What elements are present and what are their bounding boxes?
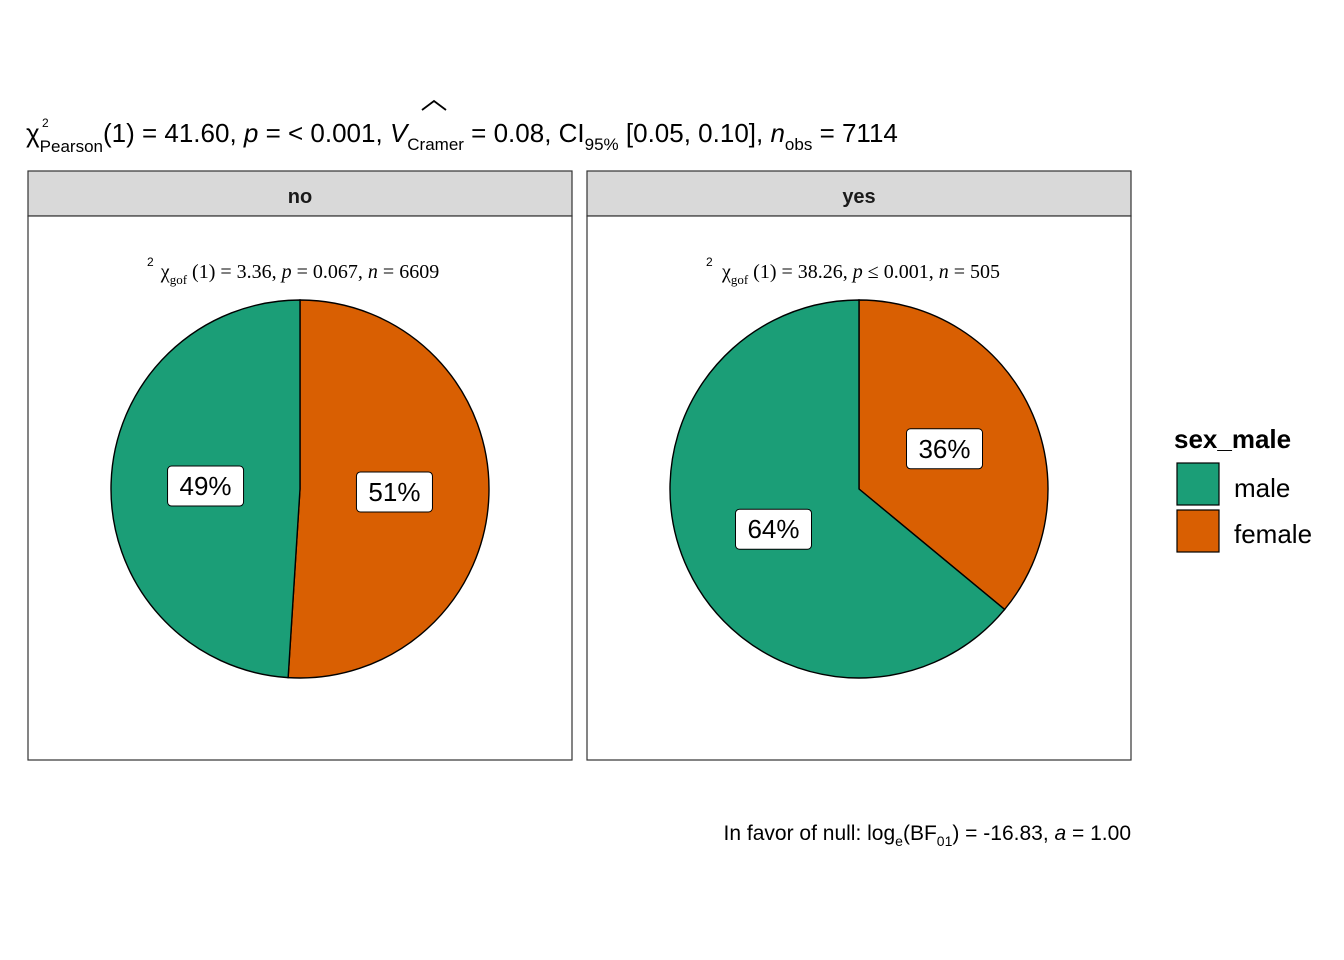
sub-no-p: p <box>280 261 292 283</box>
pie-no: 51% 49% <box>110 299 490 679</box>
sub-yes-n: n <box>939 261 949 283</box>
sub-yes-sup: 2 <box>706 255 713 269</box>
title-chi-sup: 2 <box>42 116 49 130</box>
sub-yes-rest3: = 505 <box>949 261 1000 283</box>
caption-bf: (BF <box>903 822 937 845</box>
caption-prefix: In favor of null: log <box>724 822 896 845</box>
title-v-sub: Cramer <box>407 135 464 154</box>
pie-label-no-male: 49% <box>180 471 232 501</box>
sub-no-sup: 2 <box>147 255 154 269</box>
title-ci-text: [0.05, 0.10], <box>619 118 771 148</box>
sub-no-n: n <box>368 261 378 283</box>
legend-swatch-female <box>1176 509 1220 553</box>
legend-label-male: male <box>1234 473 1290 503</box>
sub-no-gof: gof <box>170 272 188 287</box>
pie-label-yes-male: 64% <box>747 514 799 544</box>
title-v-text: = 0.08, CI <box>464 118 585 148</box>
title-n-sub: obs <box>785 135 812 154</box>
pie-label-box-no-male <box>167 465 245 507</box>
sub-no-rest1: (1) = 3.36, <box>187 261 282 283</box>
sub-no-chi: χ <box>160 261 170 283</box>
subtitle-yes: χgof (1) = 38.26, p ≤ 0.001, n = 505 <box>721 261 1000 287</box>
legend-swatch-male <box>1176 462 1220 506</box>
title-n: n <box>770 118 784 148</box>
sub-yes-rest1: (1) = 38.26, <box>748 261 853 283</box>
pie-label-box-no-female <box>355 471 433 513</box>
caption-a: a <box>1055 822 1067 845</box>
title-chi: χ <box>26 118 40 148</box>
sub-yes-p: p <box>851 261 863 283</box>
sub-yes-rest2: ≤ 0.001, <box>863 261 939 283</box>
sub-yes-gof: gof <box>731 272 749 287</box>
chart-title: χPearson(1) = 41.60, p = < 0.001, VCrame… <box>26 99 898 156</box>
caption-mid: ) = -16.83, <box>952 822 1054 845</box>
title-df: (1) = 41.60, <box>103 118 244 148</box>
strip-label-yes: yes <box>842 186 875 208</box>
caption-end: = 1.00 <box>1066 822 1131 845</box>
title-n-text: = 7114 <box>812 118 898 148</box>
pie-label-box-yes-male <box>734 508 812 550</box>
caption: In favor of null: loge(BF01) = -16.83, a… <box>724 822 1131 849</box>
v-hat-mark <box>421 99 447 111</box>
legend-title: sex_male <box>1174 424 1291 454</box>
strip-no <box>27 170 573 217</box>
caption-bf-sub: 01 <box>937 833 953 849</box>
caption-text: In favor of null: loge(BF01) = -16.83, a… <box>724 822 1131 849</box>
sub-no-rest3: = 6609 <box>378 261 439 283</box>
facet-panel-yes: yes χgof (1) = 38.26, p ≤ 0.001, n = 505… <box>586 170 1132 761</box>
title-v: V <box>390 118 410 148</box>
title-chi-sub: Pearson <box>40 137 103 156</box>
caption-log-sub: e <box>895 833 903 849</box>
pie-label-yes-female: 36% <box>918 434 970 464</box>
strip-label-no: no <box>288 186 312 208</box>
title-p-text: = < 0.001, <box>258 118 390 148</box>
svg-text:χPearson(1) = 41.60, p = < 0.0: χPearson(1) = 41.60, p = < 0.001, VCrame… <box>26 118 898 156</box>
sub-no-rest2: = 0.067, <box>292 261 368 283</box>
pie-label-box-yes-female <box>906 428 984 470</box>
facet-panel-no: no χgof (1) = 3.36, p = 0.067, n = 6609 … <box>27 170 573 761</box>
pie-yes: 36% 64% <box>669 299 1049 679</box>
legend-label-female: female <box>1234 519 1312 549</box>
title-ci-sub: 95% <box>585 135 619 154</box>
pie-slice-yes-male <box>669 299 1006 679</box>
legend: sex_male male female <box>1174 424 1312 553</box>
pie-label-no-female: 51% <box>368 477 420 507</box>
sub-yes-chi: χ <box>721 261 731 283</box>
strip-yes <box>586 170 1132 217</box>
title-p: p <box>243 118 258 148</box>
subtitle-no: χgof (1) = 3.36, p = 0.067, n = 6609 <box>160 261 439 287</box>
